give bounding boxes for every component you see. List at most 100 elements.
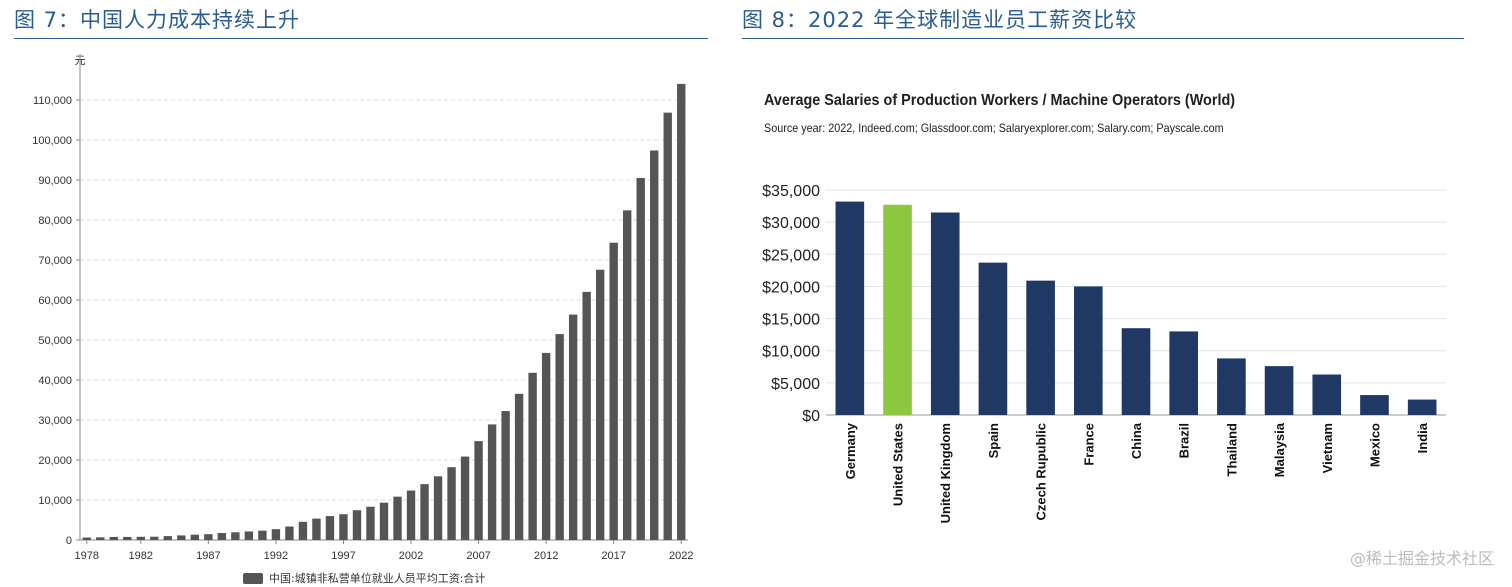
- bar: [650, 150, 659, 540]
- bar: [420, 484, 429, 540]
- x-tick-label: United Kingdom: [938, 423, 953, 523]
- y-tick-label: 40,000: [38, 375, 72, 387]
- bar: [636, 177, 645, 540]
- x-tick-label: Germany: [843, 422, 858, 479]
- y-tick-label: $20,000: [762, 279, 820, 296]
- figure-7-title-rule: [14, 38, 708, 39]
- y-tick-label: $10,000: [762, 344, 820, 361]
- x-tick-label: Vietnam: [1320, 423, 1335, 473]
- x-tick-label: 2002: [399, 550, 423, 562]
- y-tick-label: $5,000: [771, 376, 820, 393]
- bar: [231, 532, 240, 540]
- bar: [1312, 374, 1342, 415]
- x-tick-label: 2012: [534, 550, 558, 562]
- x-tick-label: 1992: [264, 550, 288, 562]
- y-tick-label: $15,000: [762, 312, 820, 329]
- bar: [501, 411, 510, 540]
- bar: [609, 242, 618, 540]
- bar: [595, 269, 605, 540]
- bar: [528, 372, 537, 540]
- bar: [82, 537, 91, 540]
- figure-8-title: 图 8：2022 年全球制造业员工薪资比较: [742, 8, 1138, 32]
- y-tick-label: 100,000: [32, 135, 72, 147]
- y-tick-label: $25,000: [762, 247, 820, 264]
- bar: [582, 291, 591, 540]
- bar: [123, 536, 132, 540]
- bar: [379, 502, 389, 540]
- x-tick-label: 1997: [331, 550, 355, 562]
- x-tick-label: United States: [891, 423, 906, 506]
- bar: [978, 262, 1008, 415]
- china-wage-chart: 元010,00020,00030,00040,00050,00060,00070…: [32, 54, 693, 562]
- x-tick-label: France: [1081, 423, 1096, 466]
- y-tick-label: 20,000: [38, 455, 72, 467]
- bar: [271, 529, 281, 540]
- bar: [96, 537, 105, 540]
- x-tick-label: 2022: [669, 550, 693, 562]
- chart8-title: Average Salaries of Production Workers /…: [764, 92, 1236, 109]
- x-tick-label: 1987: [196, 550, 220, 562]
- bar: [623, 210, 632, 540]
- bar: [1026, 280, 1055, 415]
- y-tick-label: 80,000: [38, 215, 72, 227]
- legend-label: 中国:城镇非私营单位就业人员平均工资:合计: [269, 572, 486, 585]
- bar: [339, 514, 348, 540]
- bar: [1407, 399, 1437, 415]
- bar: [1217, 358, 1246, 415]
- bar: [541, 352, 551, 540]
- bar: [352, 510, 362, 540]
- bar: [204, 534, 213, 540]
- bar: [150, 536, 159, 540]
- bar: [677, 83, 686, 540]
- bar: [109, 536, 118, 540]
- x-tick-label: 1982: [129, 550, 153, 562]
- watermark: @稀土掘金技术社区: [1349, 549, 1494, 568]
- bar: [136, 536, 145, 540]
- bar: [366, 506, 375, 540]
- y-tick-label: 0: [66, 535, 72, 547]
- figure-7-title: 图 7：中国人力成本持续上升: [14, 8, 301, 32]
- x-tick-label: Spain: [986, 423, 1001, 458]
- x-tick-label: 2017: [601, 550, 625, 562]
- bar: [258, 530, 267, 540]
- figure-8-title-rule: [742, 38, 1464, 39]
- bar: [663, 112, 672, 540]
- bar: [285, 526, 294, 540]
- bar: [177, 535, 186, 540]
- bar: [474, 441, 483, 540]
- bar: [244, 531, 254, 540]
- bar: [1360, 395, 1389, 415]
- y-tick-label: $0: [802, 408, 820, 425]
- bar: [555, 334, 564, 540]
- bar: [433, 476, 443, 540]
- bar: [1169, 331, 1198, 415]
- bar: [835, 201, 865, 415]
- bar: [163, 536, 173, 540]
- bar: [1074, 286, 1103, 415]
- x-tick-label: Malaysia: [1272, 422, 1287, 477]
- bar: [1264, 366, 1294, 415]
- bar: [298, 521, 308, 540]
- bar: [568, 314, 578, 540]
- y-tick-label: 110,000: [33, 95, 72, 107]
- bar: [406, 490, 416, 540]
- x-tick-label: Mexico: [1367, 423, 1382, 467]
- x-tick-label: 1978: [75, 550, 99, 562]
- bar: [883, 204, 912, 415]
- y-tick-label: 90,000: [38, 175, 72, 187]
- bar: [514, 393, 524, 540]
- bar: [393, 496, 402, 540]
- y-tick-label: 70,000: [38, 255, 72, 267]
- x-tick-label: China: [1129, 422, 1144, 459]
- bar: [1121, 328, 1151, 415]
- bar: [930, 212, 960, 415]
- x-tick-label: Brazil: [1177, 423, 1192, 458]
- y-tick-label: 60,000: [38, 295, 72, 307]
- bar: [190, 534, 200, 540]
- x-tick-label: 2007: [466, 550, 490, 562]
- x-tick-label: Czech Rupublic: [1034, 423, 1049, 521]
- bar: [447, 467, 456, 540]
- bar: [487, 424, 497, 540]
- y-tick-label: $30,000: [762, 215, 820, 232]
